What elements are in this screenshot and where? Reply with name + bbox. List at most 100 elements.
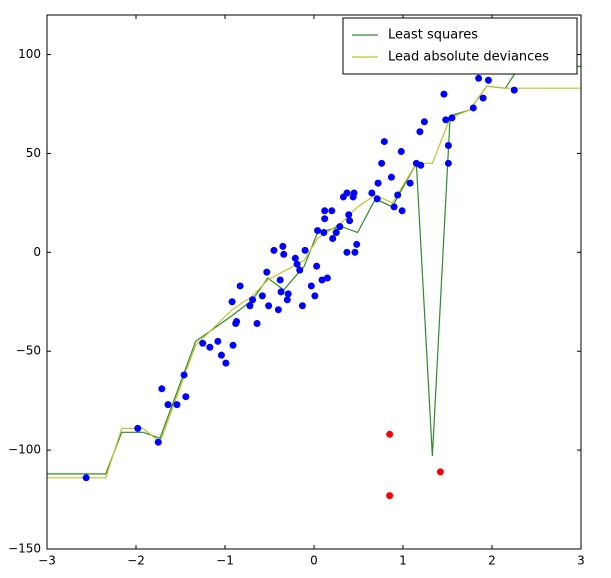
point (406, 179, 414, 187)
point (164, 401, 172, 409)
point (253, 320, 261, 328)
y-tick-label: 0 (33, 245, 41, 259)
point (510, 86, 518, 94)
point (180, 371, 188, 379)
point (448, 114, 456, 122)
point (222, 359, 230, 367)
legend-box (342, 17, 578, 75)
x-tick-label: 2 (488, 554, 496, 568)
point (236, 282, 244, 290)
y-tick-label: 50 (26, 146, 41, 160)
point (296, 266, 304, 274)
point (214, 337, 222, 345)
point (469, 104, 477, 112)
point (199, 339, 207, 347)
point (293, 260, 301, 268)
point (351, 248, 359, 256)
point (398, 207, 406, 215)
point (258, 292, 266, 300)
point (279, 242, 287, 250)
point (353, 240, 361, 248)
point (313, 262, 321, 270)
point (301, 246, 309, 254)
point (332, 229, 340, 237)
point (420, 118, 428, 126)
line (47, 85, 581, 479)
point (246, 302, 254, 310)
point (386, 492, 394, 500)
y-tick-label: 100 (18, 47, 41, 61)
point (311, 292, 319, 300)
point (380, 138, 388, 146)
point (233, 318, 241, 326)
point (386, 430, 394, 438)
point (373, 195, 381, 203)
point (263, 268, 271, 276)
point (276, 276, 284, 284)
x-tick-label: 1 (399, 554, 407, 568)
point (345, 211, 353, 219)
point (265, 302, 273, 310)
point (417, 161, 425, 169)
point (134, 424, 142, 432)
point (283, 296, 291, 304)
point (416, 128, 424, 136)
point (320, 229, 328, 237)
point (173, 401, 181, 409)
point (436, 468, 444, 476)
point (350, 189, 358, 197)
point (82, 474, 90, 482)
point (336, 223, 344, 231)
y-tick-label: −150 (8, 542, 41, 556)
point (321, 215, 329, 223)
point (390, 203, 398, 211)
point (206, 343, 214, 351)
point (182, 393, 190, 401)
point (249, 296, 257, 304)
point (270, 246, 278, 254)
point (378, 159, 386, 167)
point (228, 298, 236, 306)
point (479, 94, 487, 102)
point (291, 254, 299, 262)
point (307, 282, 315, 290)
point (368, 189, 376, 197)
point (387, 173, 395, 181)
y-tick-label: −100 (8, 443, 41, 457)
legend-label: Lead absolute deviances (388, 50, 549, 65)
x-tick-label: 3 (577, 554, 585, 568)
legend: Least squares Lead absolute deviances (342, 17, 578, 75)
point (374, 179, 382, 187)
point (328, 207, 336, 215)
point (284, 290, 292, 298)
point (321, 207, 329, 215)
point (475, 74, 483, 82)
point (318, 276, 326, 284)
y-tick-label: −50 (16, 344, 41, 358)
point (217, 351, 225, 359)
point (343, 248, 351, 256)
point (484, 76, 492, 84)
point (314, 227, 322, 235)
point (229, 341, 237, 349)
point (444, 142, 452, 150)
point (329, 234, 337, 242)
point (444, 159, 452, 167)
plot-area (47, 65, 581, 500)
point (440, 90, 448, 98)
point (298, 302, 306, 310)
x-tick-label: 0 (310, 554, 318, 568)
point (154, 438, 162, 446)
point (277, 288, 285, 296)
point (346, 217, 354, 225)
x-tick-label: −2 (127, 554, 145, 568)
x-tick-label: −1 (216, 554, 234, 568)
point (343, 189, 351, 197)
point (158, 385, 166, 393)
legend-label: Least squares (388, 28, 478, 43)
point (397, 147, 405, 155)
point (442, 116, 450, 124)
point (280, 250, 288, 258)
